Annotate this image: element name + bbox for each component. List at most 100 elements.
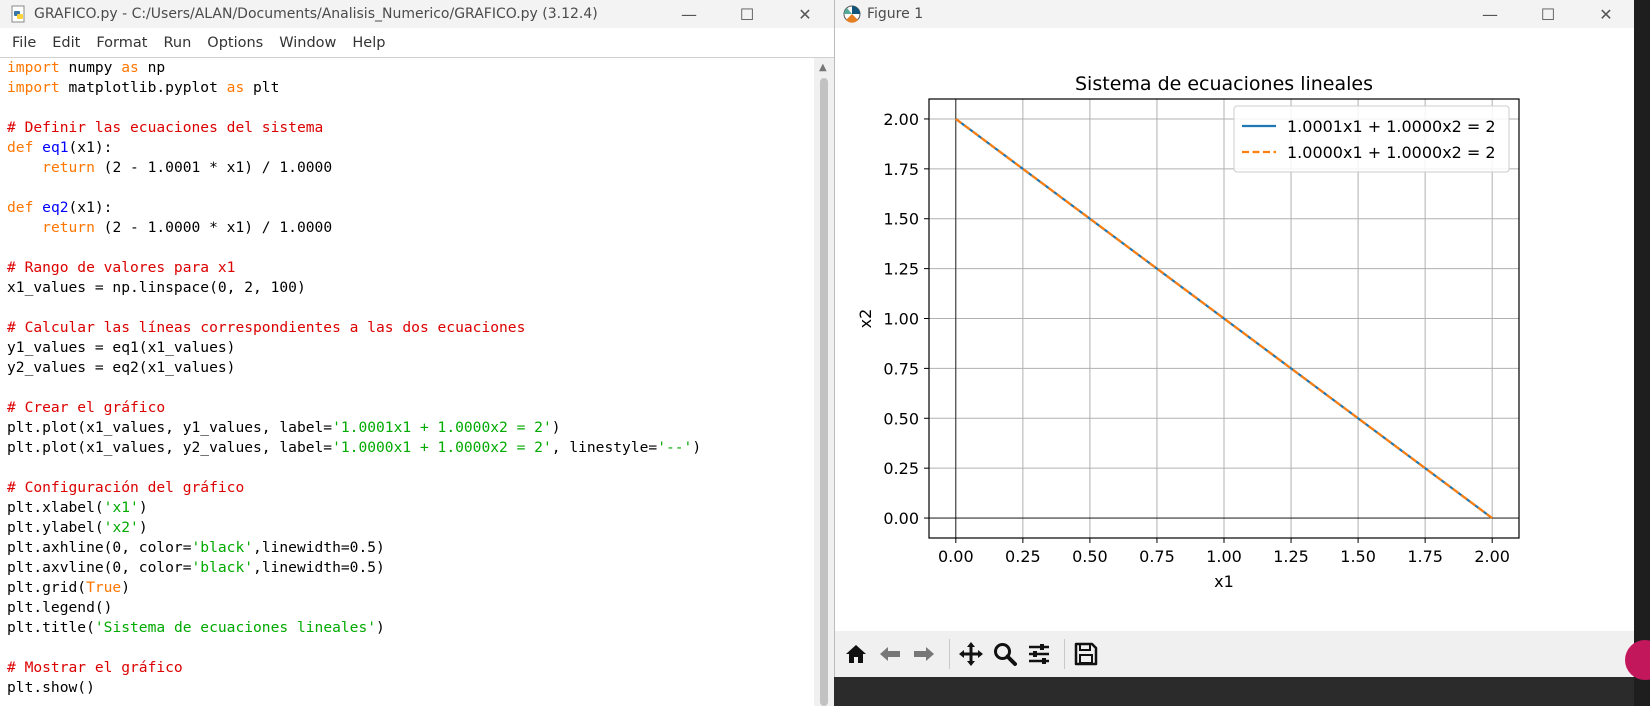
y-tick-label: 2.00 — [883, 110, 919, 129]
code-line — [0, 238, 814, 258]
code-token: (2 - 1.0001 * x1) / 1.0000 — [94, 159, 333, 176]
menu-edit[interactable]: Edit — [52, 34, 81, 51]
y-axis-label: x2 — [856, 309, 875, 329]
menu-options[interactable]: Options — [207, 34, 264, 51]
close-icon: ✕ — [798, 4, 812, 24]
pan-button[interactable] — [956, 639, 986, 669]
code-token: plt.axhline(0, color= — [7, 539, 192, 556]
code-line — [0, 378, 814, 398]
toolbar-separator — [949, 639, 950, 669]
x-tick-label: 1.00 — [1206, 547, 1242, 566]
menu-window[interactable]: Window — [279, 34, 337, 51]
code-token: ) — [138, 499, 148, 516]
back-button[interactable] — [875, 639, 905, 669]
x-tick-label: 1.50 — [1340, 547, 1376, 566]
code-token: # Crear el gráfico — [7, 399, 166, 416]
figure-minimize-button[interactable]: — — [1461, 0, 1519, 28]
y-tick-label: 1.75 — [883, 160, 919, 179]
x-tick-label: 0.25 — [1005, 547, 1041, 566]
code-token: def — [7, 199, 34, 216]
code-token: ) — [121, 579, 131, 596]
maximize-button[interactable]: ☐ — [718, 0, 776, 28]
x-tick-label: 1.25 — [1273, 547, 1309, 566]
code-token: plt.plot(x1_values, y1_values, label= — [7, 419, 333, 436]
forward-icon — [914, 647, 934, 661]
minimize-button[interactable]: — — [660, 0, 718, 28]
code-token: plt.axvline(0, color= — [7, 559, 192, 576]
menu-help[interactable]: Help — [352, 34, 386, 51]
figure-maximize-button[interactable]: ☐ — [1519, 0, 1577, 28]
code-token: import — [7, 79, 60, 96]
code-line — [0, 458, 814, 478]
y-tick-label: 1.25 — [883, 260, 919, 279]
code-token: np — [138, 59, 166, 76]
close-button[interactable]: ✕ — [776, 0, 834, 28]
save-icon — [1074, 642, 1098, 666]
code-token: return — [42, 159, 95, 176]
code-token: eq2 — [42, 199, 69, 216]
code-token — [7, 159, 42, 176]
menu-format[interactable]: Format — [96, 34, 148, 51]
menu-run[interactable]: Run — [163, 34, 192, 51]
x-tick-label: 0.00 — [938, 547, 974, 566]
code-token: ) — [551, 419, 561, 436]
code-line: # Crear el gráfico — [0, 398, 814, 418]
scrollbar-thumb[interactable] — [820, 78, 828, 706]
figure-title-bar[interactable]: Figure 1 — ☐ ✕ — [835, 0, 1635, 28]
code-token: ) — [376, 619, 385, 636]
code-token: y2_values = eq2(x1_values) — [7, 359, 236, 376]
save-button[interactable] — [1071, 639, 1101, 669]
code-token: # Rango de valores para x1 — [7, 259, 236, 276]
code-line: plt.show() — [0, 678, 814, 698]
code-token: plt.legend() — [7, 599, 113, 616]
idle-title-bar[interactable]: GRAFICO.py - C:/Users/ALAN/Documents/Ana… — [0, 0, 834, 28]
code-token: plt.ylabel( — [7, 519, 104, 536]
desktop-background — [1634, 0, 1650, 706]
home-icon — [846, 645, 866, 663]
code-token: plt.title( — [7, 619, 95, 636]
code-token: plt.grid( — [7, 579, 87, 596]
code-token — [33, 199, 42, 216]
code-line: plt.axhline(0, color='black',linewidth=0… — [0, 538, 814, 558]
code-token: 'black' — [191, 559, 254, 576]
navigation-toolbar — [835, 631, 1635, 677]
code-token: (x1): — [68, 199, 113, 216]
code-token: as — [121, 59, 139, 76]
x-tick-label: 0.75 — [1139, 547, 1175, 566]
configure-subplots-icon — [1029, 644, 1049, 664]
code-token: import — [7, 59, 60, 76]
home-button[interactable] — [841, 639, 871, 669]
code-token: as — [226, 79, 245, 96]
menu-file[interactable]: File — [12, 34, 37, 51]
code-token: , linestyle= — [551, 439, 658, 456]
code-line: # Rango de valores para x1 — [0, 258, 814, 278]
x-tick-label: 0.50 — [1072, 547, 1108, 566]
chart-svg: Sistema de ecuaciones lineales 0.00 0.25 0.… — [856, 73, 1520, 591]
code-token: def — [7, 139, 34, 156]
code-line: plt.grid(True) — [0, 578, 814, 598]
code-token: 'black' — [191, 539, 254, 556]
forward-button[interactable] — [909, 639, 939, 669]
chart-title: Sistema de ecuaciones lineales — [1075, 73, 1373, 95]
close-icon: ✕ — [1599, 4, 1613, 24]
code-token: ,linewidth=0.5) — [253, 539, 385, 556]
code-line: return (2 - 1.0000 * x1) / 1.0000 — [0, 218, 814, 238]
scroll-up-icon[interactable]: ▲ — [819, 62, 827, 73]
editor-scrollbar[interactable]: ▲ — [814, 58, 834, 706]
code-token: 'x2' — [103, 519, 139, 536]
y-tick-label: 0.75 — [883, 359, 919, 378]
code-token: matplotlib.pyplot — [59, 79, 227, 96]
minimize-icon: — — [681, 4, 697, 24]
figure-close-button[interactable]: ✕ — [1577, 0, 1635, 28]
code-token: '--' — [657, 439, 693, 456]
code-line: y1_values = eq1(x1_values) — [0, 338, 814, 358]
code-editor[interactable]: import numpy as np import matplotlib.pypl… — [0, 58, 814, 706]
zoom-button[interactable] — [990, 639, 1020, 669]
desktop-app-icon[interactable] — [1625, 640, 1650, 680]
plot-canvas[interactable]: Sistema de ecuaciones lineales 0.00 0.25 0.… — [835, 28, 1635, 631]
code-token: plt.xlabel( — [7, 499, 104, 516]
configure-subplots-button[interactable] — [1024, 639, 1054, 669]
code-line: import matplotlib.pyplot as plt — [0, 78, 814, 98]
zoom-icon — [994, 643, 1017, 666]
code-line: plt.axvline(0, color='black',linewidth=0… — [0, 558, 814, 578]
